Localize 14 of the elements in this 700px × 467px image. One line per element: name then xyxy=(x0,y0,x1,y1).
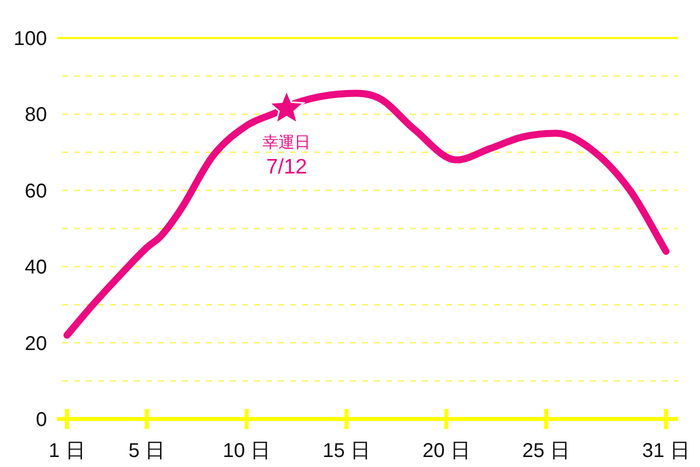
x-tick-label: 10 日 xyxy=(222,440,271,462)
x-tick-label: 20 日 xyxy=(422,440,470,462)
y-tick-label: 80 xyxy=(24,104,47,126)
y-tick-label: 0 xyxy=(36,409,47,431)
annotation: 幸運日 7/12 xyxy=(262,134,311,179)
y-tick-label: 40 xyxy=(24,256,47,279)
x-tick-label: 15 日 xyxy=(322,440,370,462)
y-tick-label: 60 xyxy=(24,180,47,202)
x-tick-label: 25 日 xyxy=(522,440,570,462)
y-tick-label: 100 xyxy=(14,28,47,50)
y-tick-label: 20 xyxy=(24,332,47,355)
x-tick-label: 1 日 xyxy=(48,440,86,462)
x-tick-label: 31 日 xyxy=(642,440,690,462)
x-tick-label: 5 日 xyxy=(128,440,166,462)
